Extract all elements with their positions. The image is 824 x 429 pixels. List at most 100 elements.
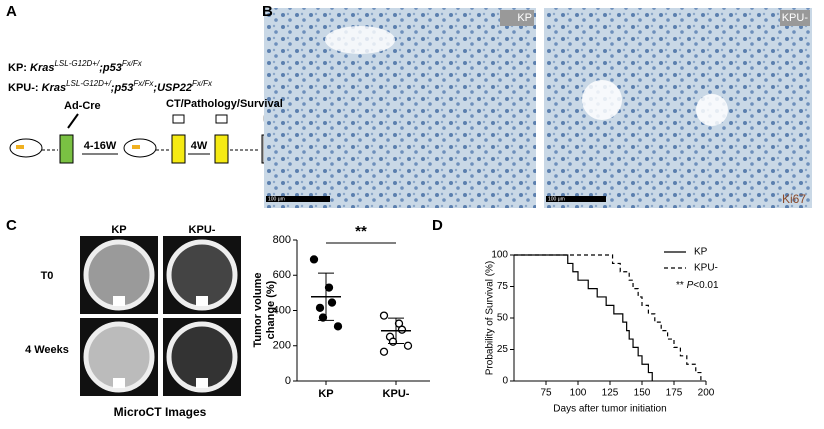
legend-label: KPU- <box>694 263 718 274</box>
tumor <box>132 145 140 149</box>
survival-curve <box>514 254 702 381</box>
lumen <box>582 80 622 120</box>
genotype-name: KP: <box>8 62 27 74</box>
y-tick-label: 0 <box>502 376 508 387</box>
y-tick-label: 25 <box>497 344 509 355</box>
lumen <box>325 26 395 54</box>
image-title: KPU- <box>782 12 809 24</box>
y-tick-label: 50 <box>497 313 509 324</box>
ct-body <box>166 239 238 311</box>
panel-label: C <box>6 217 17 234</box>
data-point <box>403 341 413 350</box>
ct-body <box>83 321 155 393</box>
annotation: ** P<0.01 <box>676 280 719 291</box>
scale-bar <box>546 196 606 202</box>
step-label: CT/Pathology/Survival <box>166 98 283 110</box>
allele: LSL-G12D+/ <box>66 79 111 88</box>
row-label: T0 <box>41 270 54 282</box>
ct-body <box>166 321 238 393</box>
data-point <box>388 337 398 346</box>
x-axis-label: Days after tumor initiation <box>553 404 666 415</box>
gene: ;p53 <box>111 82 134 94</box>
column-label: KPU- <box>189 224 216 236</box>
scale-bar <box>266 196 330 202</box>
annotation-stars: ** <box>676 280 684 291</box>
x-tick-label: 75 <box>540 388 552 399</box>
annotation-value: <0.01 <box>693 280 719 291</box>
scale-label: 100 μm <box>548 196 565 202</box>
y-axis-label: Probability of Survival (%) <box>485 261 496 375</box>
legend-label: KP <box>694 247 708 258</box>
annotation-p: P <box>687 280 694 291</box>
data-point <box>379 347 389 356</box>
gene: Kras <box>42 82 66 94</box>
significance: ** <box>355 223 367 240</box>
data-point <box>397 325 407 334</box>
interval-label: 4W <box>191 140 208 152</box>
data-point <box>324 283 334 292</box>
ct-spine <box>113 296 125 306</box>
panel-label: A <box>6 3 17 20</box>
y-tick-label: 75 <box>497 281 509 292</box>
y-axis-label: change (%) <box>265 280 277 339</box>
box <box>214 134 229 164</box>
genotype: KPU-: KrasLSL-G12D+/;p53Fx/Fx;USP22Fx/Fx <box>8 79 213 94</box>
y-tick-label: 0 <box>285 375 291 387</box>
lumen <box>696 94 728 126</box>
error-bar <box>388 317 404 344</box>
data-point <box>315 303 325 313</box>
caption: MicroCT Images <box>114 405 207 419</box>
survival-curve <box>514 254 653 381</box>
panel-label: D <box>432 217 443 234</box>
x-tick-label: 150 <box>634 388 651 399</box>
camera <box>172 114 185 124</box>
ct-spine <box>113 378 125 388</box>
y-tick-label: 400 <box>273 304 291 316</box>
allele: Fx/Fx <box>192 79 213 88</box>
gene: ;p53 <box>99 62 122 74</box>
genotype: KP: KrasLSL-G12D+/;p53Fx/Fx <box>8 59 143 74</box>
x-tick-label: 125 <box>602 388 619 399</box>
y-tick-label: 100 <box>491 250 508 261</box>
step-label: Ad-Cre <box>64 100 101 112</box>
histology-image <box>264 8 536 208</box>
ct-spine <box>196 378 208 388</box>
row-label: 4 Weeks <box>25 344 69 356</box>
error-bar <box>318 272 334 321</box>
mouse <box>9 138 43 158</box>
gene: ;USP22 <box>153 82 192 94</box>
box <box>59 134 74 164</box>
syringe <box>67 113 79 129</box>
schema <box>9 112 276 164</box>
panel-label: B <box>262 3 273 20</box>
x-tick-label: KP <box>318 388 333 400</box>
allele: LSL-G12D+/ <box>54 59 99 68</box>
ct-body <box>83 239 155 311</box>
ct-spine <box>196 296 208 306</box>
allele: Fx/Fx <box>133 79 154 88</box>
allele: Fx/Fx <box>122 59 143 68</box>
y-tick-label: 200 <box>273 340 291 352</box>
image-title: KP <box>517 12 532 24</box>
stain-label: Ki67 <box>782 192 806 206</box>
camera <box>215 114 228 124</box>
label-box <box>500 10 534 26</box>
x-tick-label: 175 <box>666 388 683 399</box>
x-tick-label: KPU- <box>383 388 410 400</box>
label-box <box>780 10 810 26</box>
y-axis-label: Tumor volume <box>252 273 264 348</box>
y-tick-label: 800 <box>273 234 291 246</box>
x-tick-label: 200 <box>698 388 715 399</box>
gene: Kras <box>30 62 54 74</box>
column-label: KP <box>111 224 126 236</box>
data-point <box>309 255 319 264</box>
box <box>171 134 186 164</box>
interval-label: 4-16W <box>84 140 117 152</box>
data-point <box>333 322 343 331</box>
data-point <box>327 298 337 307</box>
ct-images <box>80 236 241 396</box>
genotype-name: KPU-: <box>8 82 39 94</box>
data-point <box>379 311 389 320</box>
